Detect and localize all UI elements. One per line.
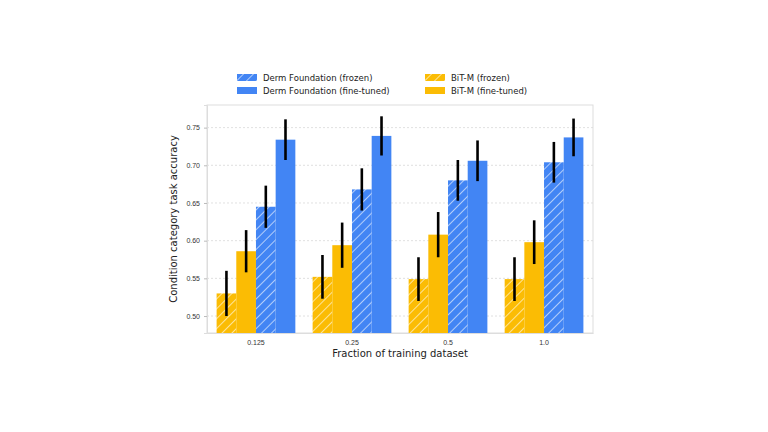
y-axis: 0.50 0.55 0.60 0.65 0.70 0.75 <box>186 106 207 334</box>
y-axis-line <box>204 106 208 334</box>
bar <box>352 189 372 333</box>
chart: 0.50 0.55 0.60 0.65 0.70 0.75 0.125 0.25 0.5 1.0 F… <box>0 0 768 432</box>
x-tick-label: 1.0 <box>539 339 549 346</box>
error-bar <box>553 142 556 183</box>
legend-swatch <box>425 74 445 81</box>
error-bar <box>361 168 364 210</box>
error-bar <box>457 160 460 201</box>
legend-label: Derm Foundation (frozen) <box>263 73 372 83</box>
y-tick: 0.75 <box>186 124 207 131</box>
error-bar <box>225 271 228 316</box>
series <box>276 116 584 333</box>
x-tick-label: 0.125 <box>247 339 265 346</box>
error-bar <box>265 186 268 228</box>
y-tick-mark <box>204 316 207 317</box>
legend: BiT-M (frozen) BiT-M (fine-tuned) Derm Fou… <box>237 73 527 96</box>
x-tick: 1.0 <box>539 333 549 346</box>
x-axis-line <box>208 333 594 334</box>
y-tick: 0.55 <box>186 275 207 282</box>
error-bar <box>513 257 516 301</box>
y-tick-label: 0.70 <box>186 162 200 169</box>
x-tick-label: 0.5 <box>443 339 453 346</box>
plot-frame <box>207 105 593 333</box>
x-axis: 0.125 0.25 0.5 1.0 <box>208 333 594 346</box>
legend-item: Derm Foundation (frozen) <box>237 73 372 83</box>
series <box>256 142 564 333</box>
error-bar <box>476 140 479 181</box>
y-tick: 0.65 <box>186 200 207 207</box>
y-tick-mark <box>204 278 207 279</box>
error-bar <box>533 220 536 264</box>
y-tick: 0.60 <box>186 237 207 244</box>
marks <box>217 116 584 333</box>
y-tick: 0.50 <box>186 313 207 320</box>
y-tick-mark <box>204 203 207 204</box>
error-bar <box>572 119 575 157</box>
error-bar <box>341 223 344 268</box>
y-tick-label: 0.75 <box>186 124 200 131</box>
error-bar <box>284 119 287 160</box>
legend-swatch <box>237 87 257 94</box>
bar <box>544 162 564 333</box>
error-bar <box>417 257 420 301</box>
bar <box>564 137 584 333</box>
bar <box>468 161 488 333</box>
bar <box>448 180 468 333</box>
y-tick-label: 0.50 <box>186 313 200 320</box>
y-tick-label: 0.60 <box>186 237 200 244</box>
error-bar <box>380 116 383 155</box>
legend-item: Derm Foundation (fine-tuned) <box>237 86 390 96</box>
x-tick: 0.125 <box>247 333 265 346</box>
legend-label: Derm Foundation (fine-tuned) <box>263 86 390 96</box>
bar <box>276 140 296 333</box>
legend-label: BiT-M (fine-tuned) <box>451 86 527 96</box>
y-tick-mark <box>204 241 207 242</box>
y-tick-label: 0.65 <box>186 200 200 207</box>
legend-item: BiT-M (fine-tuned) <box>425 86 527 96</box>
error-bar <box>321 255 324 299</box>
x-tick-label: 0.25 <box>345 339 359 346</box>
bar <box>372 136 392 333</box>
x-tick: 0.25 <box>345 333 359 346</box>
grid-line <box>207 165 593 166</box>
legend-swatch <box>425 87 445 94</box>
y-tick-mark <box>204 128 207 129</box>
legend-item: BiT-M (frozen) <box>425 73 510 83</box>
legend-swatch <box>237 74 257 81</box>
y-tick: 0.70 <box>186 162 207 169</box>
y-tick-label: 0.55 <box>186 275 200 282</box>
x-tick: 0.5 <box>443 333 453 346</box>
legend-label: BiT-M (frozen) <box>451 73 510 83</box>
x-axis-title: Fraction of training dataset <box>332 348 468 359</box>
error-bar <box>245 230 248 272</box>
y-axis-title: Condition category task accuracy <box>168 135 179 303</box>
error-bar <box>437 212 440 257</box>
y-tick-mark <box>204 165 207 166</box>
grid-line <box>207 127 593 128</box>
